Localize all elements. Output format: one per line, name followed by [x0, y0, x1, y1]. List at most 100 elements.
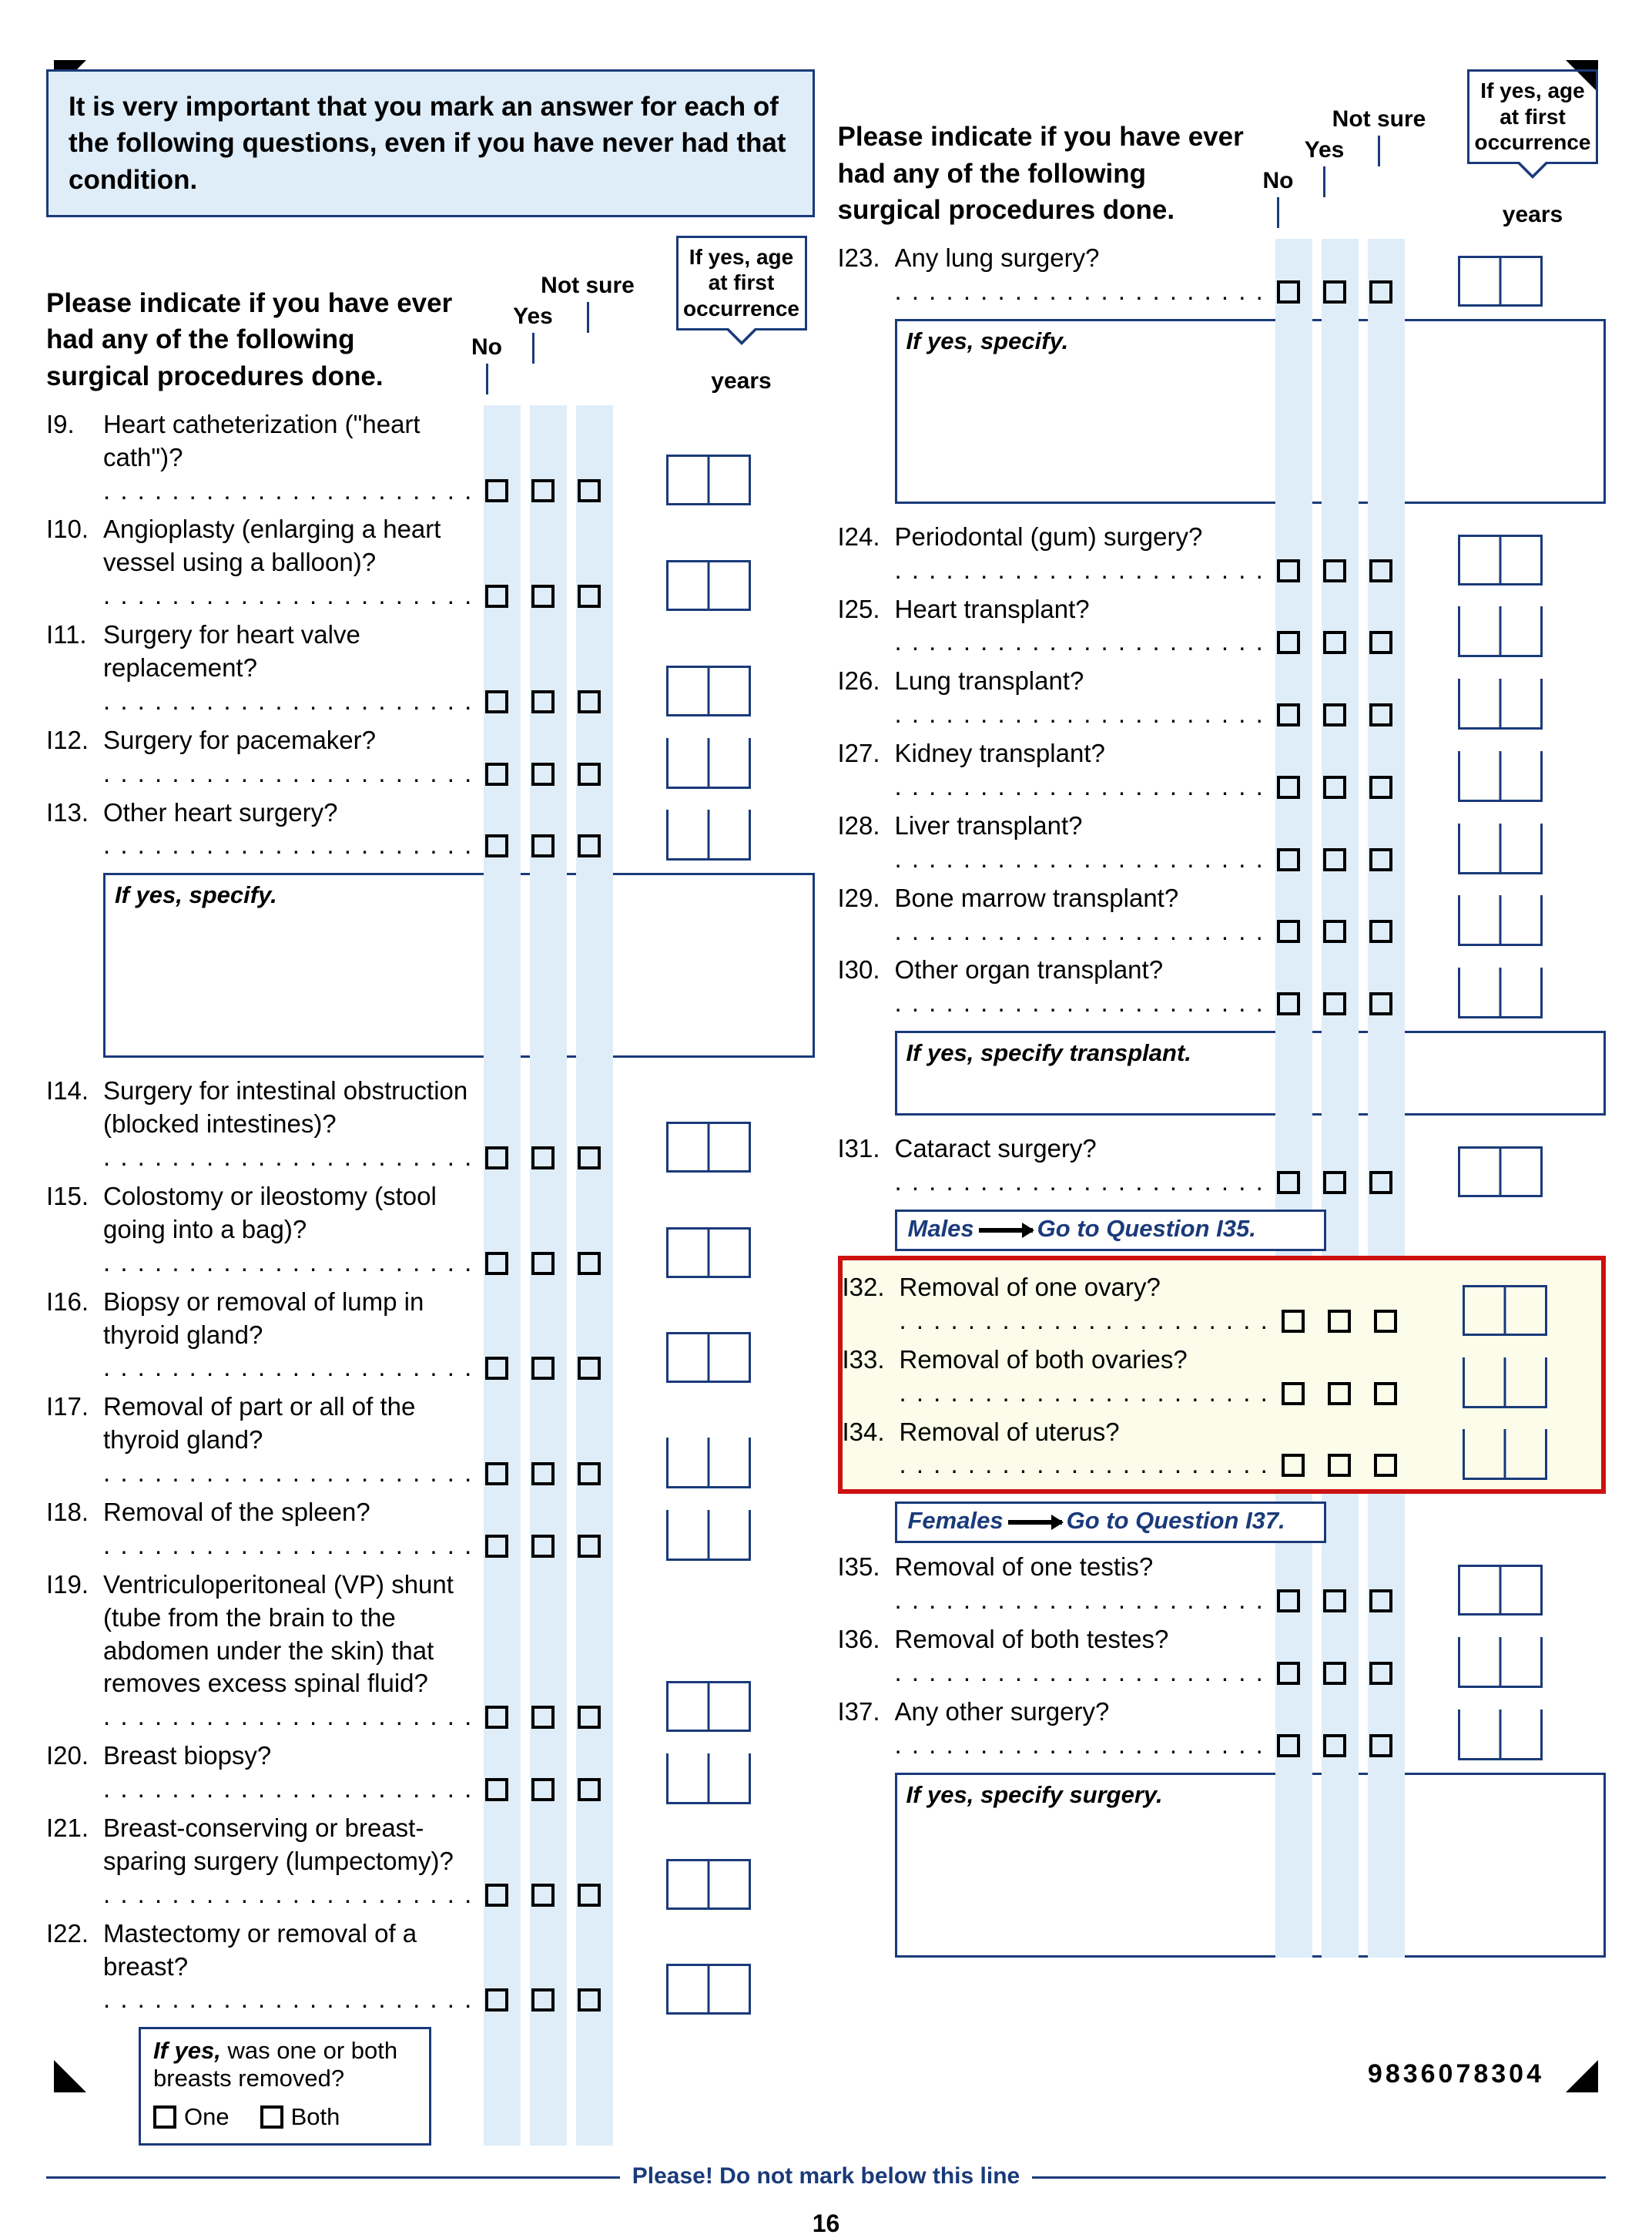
- age-input[interactable]: [1463, 1429, 1547, 1480]
- checkbox-no[interactable]: [485, 1988, 508, 2012]
- checkbox-notsure[interactable]: [1369, 992, 1392, 1015]
- age-input[interactable]: [1458, 1146, 1543, 1197]
- checkbox-notsure[interactable]: [1369, 559, 1392, 582]
- age-input[interactable]: [666, 810, 751, 861]
- checkbox-no[interactable]: [1277, 703, 1300, 726]
- checkbox-no[interactable]: [1282, 1310, 1305, 1333]
- checkbox-yes[interactable]: [1323, 703, 1346, 726]
- checkbox-yes[interactable]: [1323, 280, 1346, 304]
- age-input[interactable]: [1458, 968, 1543, 1018]
- checkbox-notsure[interactable]: [1369, 1589, 1392, 1612]
- checkbox-no[interactable]: [1277, 631, 1300, 654]
- checkbox-yes[interactable]: [1323, 776, 1346, 799]
- specify-box[interactable]: If yes, specify.: [103, 873, 815, 1058]
- age-input[interactable]: [666, 738, 751, 789]
- age-input[interactable]: [1458, 895, 1543, 946]
- checkbox-yes[interactable]: [1323, 559, 1346, 582]
- checkbox-no[interactable]: [1277, 848, 1300, 871]
- checkbox-notsure[interactable]: [1369, 631, 1392, 654]
- checkbox-notsure[interactable]: [1374, 1310, 1397, 1333]
- checkbox-no[interactable]: [485, 1357, 508, 1380]
- age-input[interactable]: [1458, 1637, 1543, 1688]
- checkbox-notsure[interactable]: [1369, 920, 1392, 943]
- checkbox-yes[interactable]: [1323, 992, 1346, 1015]
- checkbox-notsure[interactable]: [1369, 280, 1392, 304]
- checkbox-yes[interactable]: [531, 1988, 555, 2012]
- checkbox-no[interactable]: [485, 834, 508, 857]
- checkbox-yes[interactable]: [531, 1462, 555, 1485]
- checkbox-notsure[interactable]: [578, 834, 601, 857]
- age-input[interactable]: [1463, 1357, 1547, 1408]
- specify-box[interactable]: If yes, specify surgery.: [895, 1773, 1607, 1958]
- checkbox-no[interactable]: [485, 1706, 508, 1729]
- checkbox-notsure[interactable]: [1369, 848, 1392, 871]
- checkbox-no[interactable]: [485, 1252, 508, 1275]
- age-input[interactable]: [1458, 1710, 1543, 1760]
- checkbox-no[interactable]: [1277, 280, 1300, 304]
- checkbox-notsure[interactable]: [578, 1988, 601, 2012]
- age-input[interactable]: [666, 1964, 751, 2015]
- age-input[interactable]: [666, 666, 751, 716]
- checkbox-notsure[interactable]: [578, 1706, 601, 1729]
- checkbox-notsure[interactable]: [1369, 703, 1392, 726]
- checkbox-no[interactable]: [1277, 559, 1300, 582]
- checkbox-notsure[interactable]: [578, 1778, 601, 1801]
- checkbox-yes[interactable]: [531, 1778, 555, 1801]
- checkbox-no[interactable]: [485, 763, 508, 786]
- checkbox-yes[interactable]: [1323, 1171, 1346, 1194]
- checkbox-notsure[interactable]: [578, 1535, 601, 1558]
- specify-box[interactable]: If yes, specify transplant.: [895, 1031, 1607, 1116]
- age-input[interactable]: [666, 1859, 751, 1910]
- checkbox-yes[interactable]: [1328, 1310, 1351, 1333]
- checkbox-no[interactable]: [485, 585, 508, 608]
- checkbox-no[interactable]: [1282, 1382, 1305, 1405]
- checkbox-notsure[interactable]: [578, 1252, 601, 1275]
- age-input[interactable]: [1458, 824, 1543, 874]
- age-input[interactable]: [1458, 751, 1543, 802]
- checkbox-yes[interactable]: [531, 479, 555, 502]
- checkbox-yes[interactable]: [531, 834, 555, 857]
- checkbox-no[interactable]: [1282, 1454, 1305, 1477]
- checkbox-yes[interactable]: [531, 1884, 555, 1907]
- checkbox-no[interactable]: [1277, 992, 1300, 1015]
- age-input[interactable]: [1458, 606, 1543, 657]
- checkbox-yes[interactable]: [1328, 1382, 1351, 1405]
- age-input[interactable]: [1458, 679, 1543, 730]
- checkbox-no[interactable]: [485, 1535, 508, 1558]
- checkbox-yes[interactable]: [1323, 848, 1346, 871]
- checkbox-no[interactable]: [1277, 776, 1300, 799]
- checkbox-yes[interactable]: [1323, 1589, 1346, 1612]
- checkbox-yes[interactable]: [1323, 1734, 1346, 1757]
- age-input[interactable]: [666, 1122, 751, 1173]
- checkbox-notsure[interactable]: [1369, 1662, 1392, 1685]
- checkbox-yes[interactable]: [531, 1535, 555, 1558]
- checkbox-notsure[interactable]: [1369, 776, 1392, 799]
- checkbox-notsure[interactable]: [1374, 1382, 1397, 1405]
- checkbox-no[interactable]: [485, 690, 508, 713]
- checkbox-no[interactable]: [485, 1462, 508, 1485]
- checkbox-notsure[interactable]: [1374, 1454, 1397, 1477]
- age-input[interactable]: [666, 455, 751, 505]
- checkbox-yes[interactable]: [531, 763, 555, 786]
- checkbox-notsure[interactable]: [578, 479, 601, 502]
- age-input[interactable]: [666, 1510, 751, 1561]
- age-input[interactable]: [666, 1227, 751, 1278]
- checkbox-no[interactable]: [1277, 920, 1300, 943]
- checkbox-yes[interactable]: [531, 1357, 555, 1380]
- age-input[interactable]: [1458, 1565, 1543, 1616]
- checkbox-yes[interactable]: [1328, 1454, 1351, 1477]
- checkbox-no[interactable]: [485, 1146, 508, 1169]
- checkbox-no[interactable]: [1277, 1171, 1300, 1194]
- age-input[interactable]: [666, 1753, 751, 1804]
- checkbox-notsure[interactable]: [578, 1884, 601, 1907]
- checkbox-yes[interactable]: [531, 690, 555, 713]
- age-input[interactable]: [666, 1332, 751, 1383]
- checkbox-yes[interactable]: [1323, 920, 1346, 943]
- checkbox-yes[interactable]: [1323, 631, 1346, 654]
- age-input[interactable]: [1458, 256, 1543, 307]
- checkbox-yes[interactable]: [531, 1252, 555, 1275]
- checkbox-notsure[interactable]: [578, 585, 601, 608]
- age-input[interactable]: [666, 1438, 751, 1488]
- age-input[interactable]: [1463, 1285, 1547, 1336]
- checkbox-yes[interactable]: [531, 1146, 555, 1169]
